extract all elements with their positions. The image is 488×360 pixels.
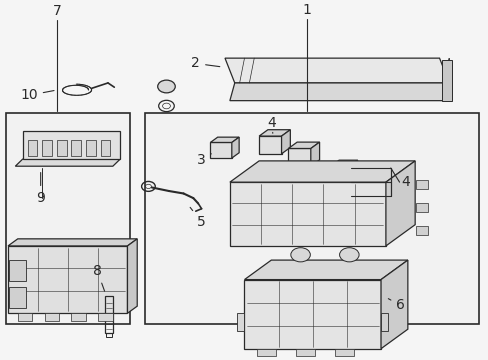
Polygon shape bbox=[210, 137, 239, 143]
Bar bbox=[144, 113, 478, 324]
Text: 5: 5 bbox=[190, 207, 205, 229]
Circle shape bbox=[158, 80, 175, 93]
Polygon shape bbox=[224, 58, 448, 83]
Bar bbox=[101, 140, 110, 156]
Polygon shape bbox=[385, 161, 414, 246]
Polygon shape bbox=[231, 137, 239, 158]
Polygon shape bbox=[127, 239, 137, 313]
Bar bbox=[334, 349, 353, 356]
Polygon shape bbox=[22, 131, 120, 159]
Polygon shape bbox=[210, 143, 231, 158]
Bar bbox=[71, 140, 81, 156]
Polygon shape bbox=[244, 260, 407, 280]
Bar bbox=[44, 313, 59, 321]
Polygon shape bbox=[288, 148, 310, 166]
Circle shape bbox=[290, 248, 310, 262]
Bar bbox=[415, 203, 427, 212]
Polygon shape bbox=[331, 165, 350, 179]
Polygon shape bbox=[229, 161, 414, 182]
Text: 7: 7 bbox=[52, 4, 61, 18]
Bar bbox=[71, 313, 86, 321]
Polygon shape bbox=[441, 60, 451, 101]
Polygon shape bbox=[331, 160, 357, 165]
Polygon shape bbox=[229, 182, 385, 246]
Bar bbox=[5, 113, 130, 324]
Polygon shape bbox=[444, 58, 448, 101]
Polygon shape bbox=[350, 160, 357, 179]
Text: 3: 3 bbox=[197, 153, 211, 167]
Bar bbox=[57, 140, 66, 156]
Text: 9: 9 bbox=[36, 172, 45, 205]
Polygon shape bbox=[237, 313, 244, 331]
Text: 8: 8 bbox=[93, 264, 104, 291]
Polygon shape bbox=[288, 142, 319, 148]
Bar bbox=[295, 349, 315, 356]
Polygon shape bbox=[259, 136, 281, 154]
Circle shape bbox=[339, 248, 358, 262]
Polygon shape bbox=[259, 130, 290, 136]
Bar bbox=[86, 140, 96, 156]
Bar bbox=[9, 287, 26, 308]
Polygon shape bbox=[15, 159, 120, 166]
Polygon shape bbox=[380, 313, 387, 331]
Bar bbox=[9, 260, 26, 282]
Polygon shape bbox=[244, 280, 380, 349]
Bar bbox=[18, 313, 32, 321]
Bar bbox=[98, 313, 113, 321]
Polygon shape bbox=[310, 142, 319, 166]
Polygon shape bbox=[281, 130, 290, 154]
Text: 1: 1 bbox=[302, 3, 311, 17]
Text: 6: 6 bbox=[387, 298, 404, 312]
Polygon shape bbox=[380, 260, 407, 349]
Bar bbox=[415, 226, 427, 235]
Polygon shape bbox=[8, 246, 127, 313]
Bar bbox=[27, 140, 37, 156]
Bar bbox=[104, 296, 113, 333]
Bar bbox=[256, 349, 276, 356]
Text: 4: 4 bbox=[401, 175, 409, 189]
Polygon shape bbox=[8, 239, 137, 246]
Polygon shape bbox=[229, 83, 448, 101]
Bar bbox=[415, 180, 427, 189]
Text: 2: 2 bbox=[191, 57, 219, 71]
Bar bbox=[42, 140, 52, 156]
Text: 4: 4 bbox=[267, 116, 276, 133]
Text: 10: 10 bbox=[20, 88, 54, 102]
